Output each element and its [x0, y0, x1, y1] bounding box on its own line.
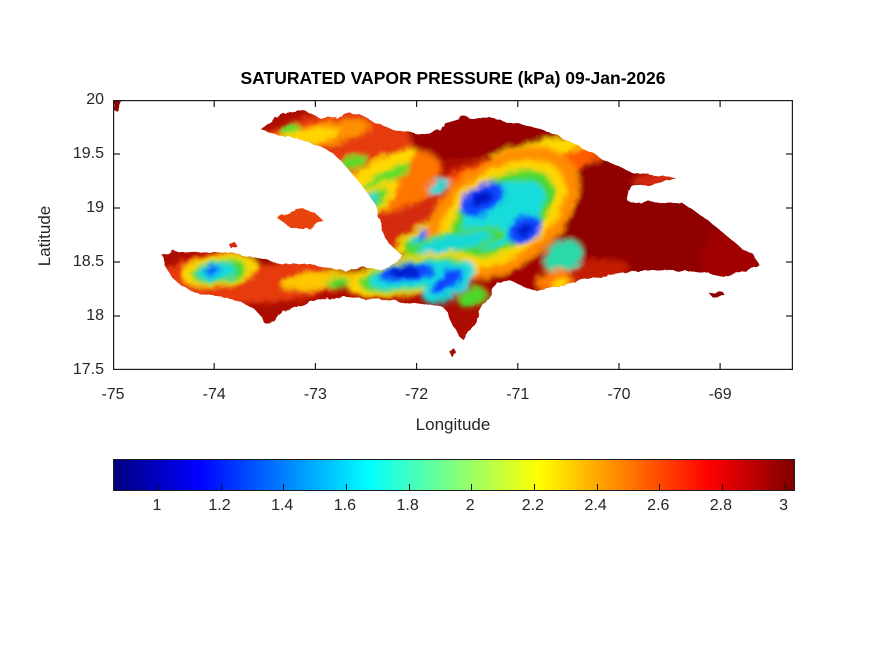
y-tick-label: 19.5 [72, 145, 104, 162]
colorbar-tick [157, 484, 159, 490]
island-cayemite-islet [229, 243, 239, 249]
colorbar-tick-label: 1 [152, 497, 162, 514]
colorbar-tick-label: 1.2 [208, 497, 231, 514]
colorbar-tick-label: 2.8 [709, 497, 733, 514]
region-neiba-cyan [417, 231, 493, 254]
colorbar-tick-label: 1.8 [396, 497, 419, 514]
x-tick-label: -71 [506, 386, 530, 403]
region-claw-green-1 [340, 154, 367, 172]
y-tick-label: 18.5 [72, 253, 104, 270]
x-tick-label: -75 [101, 386, 125, 403]
colorbar-tick [596, 484, 598, 490]
island-cuba-corner [113, 100, 126, 111]
y-tick-label: 20 [86, 91, 104, 108]
colorbar-tick-label: 3 [779, 497, 789, 514]
island-isla-beata [449, 348, 456, 356]
region-matheux-cyan [345, 193, 379, 221]
x-tick-label: -74 [202, 386, 226, 403]
colorbar-tick-label: 1.4 [271, 497, 294, 514]
region-pico-duarte-core [471, 190, 492, 207]
heatmap-layer [113, 100, 758, 356]
region-valle-nuevo-core [517, 223, 533, 236]
island-isla-saona [708, 291, 726, 297]
x-tick-label: -69 [708, 386, 732, 403]
island-gonave-island [277, 209, 324, 230]
x-axis-label: Longitude [415, 415, 491, 434]
colorbar-tick [345, 484, 347, 490]
colorbar-tick [220, 484, 222, 490]
colorbar-tick-label: 2.6 [647, 497, 670, 514]
x-tick-label: -72 [405, 386, 429, 403]
colorbar-tick [408, 484, 410, 490]
x-tick-label: -70 [607, 386, 631, 403]
colorbar-tick-label: 2.2 [521, 497, 545, 514]
colorbar-tick-label: 1.6 [333, 497, 357, 514]
region-east-tip [699, 229, 758, 284]
region-north-cyan-fleck [427, 178, 450, 195]
map-svg [112, 99, 793, 371]
region-bahoruco-east-green [458, 287, 486, 308]
region-selle-deep-blue [390, 265, 419, 278]
y-tick-label: 18 [86, 307, 104, 324]
colorbar-tick-label: 2 [465, 497, 475, 514]
region-samana-warm [631, 171, 688, 186]
colorbar-tick [659, 484, 661, 490]
colorbar-tick [471, 484, 473, 490]
y-tick-label: 17.5 [72, 361, 104, 378]
colorbar-tick [784, 484, 786, 490]
y-tick-label: 19 [86, 199, 104, 216]
map-plot [112, 99, 793, 371]
region-claw-green-2 [280, 123, 301, 135]
colorbar-tick [533, 484, 535, 490]
colorbar-tick [721, 484, 723, 490]
x-tick-label: -73 [303, 386, 327, 403]
colorbar-tick [283, 484, 285, 490]
colorbar [113, 459, 795, 491]
region-bahoruco-blue [430, 268, 464, 295]
region-hotte-blue [204, 265, 221, 276]
chart-title: SATURATED VAPOR PRESSURE (kPa) 09-Jan-20… [240, 68, 666, 88]
region-massif-du-nord-green [361, 162, 411, 194]
region-se-spur-teal [544, 239, 583, 274]
region-tiburon-green-dot [325, 276, 350, 289]
colorbar-tick-label: 2.4 [584, 497, 607, 514]
